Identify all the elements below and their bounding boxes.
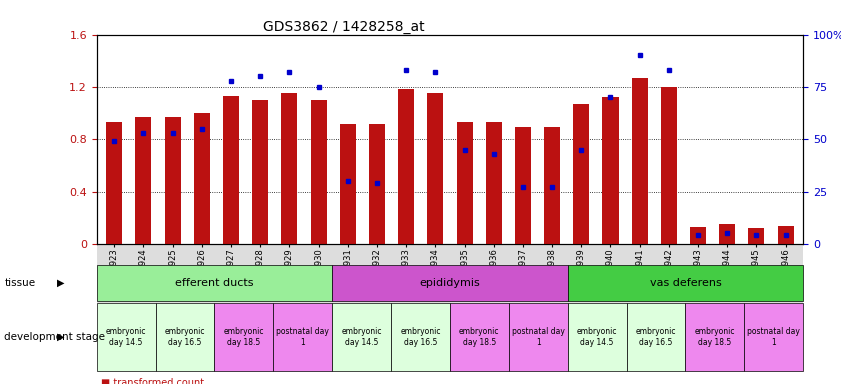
Text: postnatal day
1: postnatal day 1 [748, 327, 800, 347]
Bar [486, 122, 502, 244]
Bar [778, 225, 794, 244]
Bar [252, 100, 268, 244]
Text: postnatal day
1: postnatal day 1 [277, 327, 329, 347]
Bar [690, 227, 706, 244]
Bar [544, 127, 560, 244]
Text: tissue: tissue [4, 278, 35, 288]
Text: ▶: ▶ [57, 332, 64, 342]
Bar [632, 78, 648, 244]
Text: embryonic
day 18.5: embryonic day 18.5 [459, 327, 500, 347]
Bar [282, 93, 298, 244]
Text: embryonic
day 16.5: embryonic day 16.5 [165, 327, 205, 347]
Bar [574, 104, 590, 244]
Bar [135, 117, 151, 244]
Text: ■ transformed count: ■ transformed count [101, 378, 204, 384]
Text: efferent ducts: efferent ducts [175, 278, 254, 288]
Text: embryonic
day 14.5: embryonic day 14.5 [577, 327, 617, 347]
Text: epididymis: epididymis [420, 278, 480, 288]
Bar [748, 228, 764, 244]
Bar [719, 224, 735, 244]
Bar [427, 93, 443, 244]
Text: development stage: development stage [4, 332, 105, 342]
Bar [193, 113, 210, 244]
Text: ▶: ▶ [57, 278, 64, 288]
Bar [340, 124, 356, 244]
Bar [106, 122, 122, 244]
Bar [223, 96, 239, 244]
Text: embryonic
day 18.5: embryonic day 18.5 [224, 327, 264, 347]
Bar [310, 100, 326, 244]
Text: embryonic
day 16.5: embryonic day 16.5 [636, 327, 676, 347]
Title: GDS3862 / 1428258_at: GDS3862 / 1428258_at [263, 20, 425, 33]
Text: postnatal day
1: postnatal day 1 [512, 327, 564, 347]
Bar [369, 124, 385, 244]
Text: vas deferens: vas deferens [649, 278, 722, 288]
Bar [165, 117, 181, 244]
Text: embryonic
day 14.5: embryonic day 14.5 [341, 327, 382, 347]
Bar [661, 87, 677, 244]
Bar [602, 98, 618, 244]
Text: embryonic
day 18.5: embryonic day 18.5 [695, 327, 735, 347]
Bar [457, 122, 473, 244]
Bar [398, 89, 414, 244]
Bar [515, 127, 531, 244]
Text: embryonic
day 16.5: embryonic day 16.5 [400, 327, 441, 347]
Text: embryonic
day 14.5: embryonic day 14.5 [106, 327, 146, 347]
